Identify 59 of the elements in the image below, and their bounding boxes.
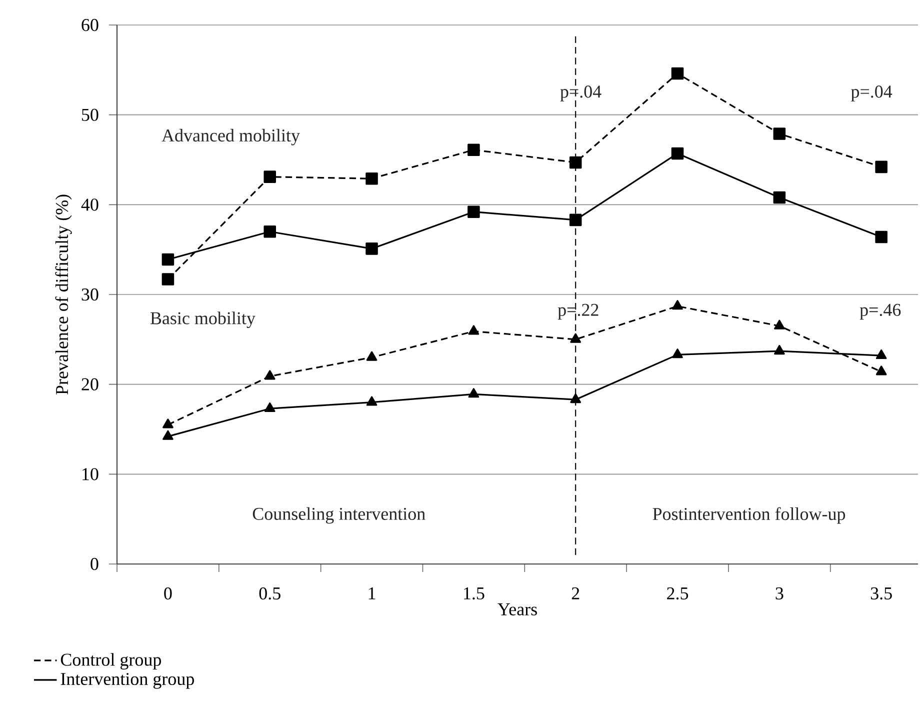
point — [672, 300, 683, 310]
point — [162, 253, 174, 266]
y-tick-label: 0 — [90, 558, 98, 570]
x-tick-label: 3 — [776, 587, 784, 600]
point — [264, 225, 276, 238]
point — [773, 128, 786, 140]
annotation: p=.22 — [558, 304, 598, 320]
y-tick-label: 40 — [81, 198, 98, 211]
point — [875, 160, 888, 174]
point — [569, 214, 582, 226]
point — [570, 333, 582, 343]
point — [569, 156, 582, 169]
y-tick-label: 30 — [82, 288, 98, 301]
x-axis-title: Years — [498, 603, 537, 616]
point — [162, 418, 174, 428]
point — [876, 366, 887, 376]
x-tick-label: 0.5 — [259, 587, 280, 600]
point — [671, 147, 684, 160]
annotation: Advanced mobility — [162, 128, 300, 146]
point — [366, 242, 378, 255]
annotation: p=.04 — [560, 86, 602, 102]
y-tick-label: 60 — [82, 18, 98, 32]
x-tick-label: 1.5 — [464, 587, 484, 600]
point — [468, 325, 480, 335]
point — [264, 402, 276, 412]
x-tick-label: 2 — [572, 587, 580, 600]
y-tick-label: 10 — [82, 468, 98, 480]
point — [468, 388, 480, 398]
point — [773, 191, 786, 204]
point — [876, 349, 887, 360]
y-tick-label: 20 — [82, 378, 98, 390]
y-tick-label: 50 — [82, 108, 98, 121]
annotation: Postintervention follow-up — [652, 507, 846, 524]
point — [162, 273, 174, 286]
x-tick-label: 0 — [164, 587, 172, 600]
point — [162, 430, 174, 440]
y-axis-title: Prevalence of difficulty (%) — [55, 194, 72, 395]
point — [570, 393, 582, 404]
point — [366, 172, 378, 185]
legend-label: Control group — [60, 653, 161, 670]
point — [264, 170, 276, 183]
point — [774, 344, 785, 355]
x-tick-label: 2.5 — [667, 587, 688, 600]
point — [366, 351, 378, 361]
point — [264, 370, 276, 380]
x-tick-label: 1 — [368, 587, 376, 600]
legend-label: Intervention group — [60, 672, 194, 689]
annotation: Counseling intervention — [252, 507, 426, 524]
annotation: p=.04 — [851, 86, 892, 102]
annotation: Basic mobility — [150, 312, 256, 328]
annotation: p=.46 — [860, 304, 901, 320]
x-tick-label: 3.5 — [870, 587, 892, 600]
point — [774, 320, 785, 330]
point — [875, 230, 888, 244]
point — [366, 396, 378, 406]
point — [468, 144, 480, 156]
point — [671, 67, 684, 80]
point — [672, 348, 683, 358]
point — [468, 206, 480, 218]
